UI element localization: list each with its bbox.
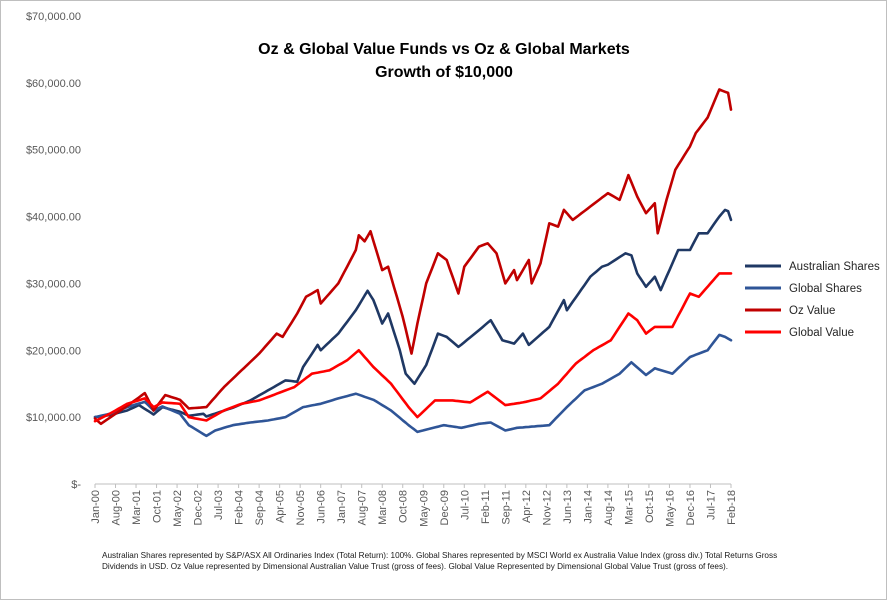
- x-tick-label: Dec-16: [685, 490, 697, 525]
- chart-subtitle: Growth of $10,000: [375, 64, 513, 81]
- x-tick-label: Feb-11: [480, 490, 492, 524]
- x-tick-label: Jan-14: [582, 490, 594, 524]
- x-tick-label: May-02: [172, 490, 184, 527]
- y-tick-label: $-: [71, 479, 81, 491]
- x-tick-label: Jun-13: [562, 490, 574, 524]
- x-tick-label: Aug-14: [603, 490, 615, 525]
- x-tick-label: Jul-10: [459, 490, 471, 520]
- footnote: Australian Shares represented by S&P/ASX…: [102, 551, 778, 571]
- x-axis: Jan-00 Aug-00 Mar-01 Oct-01 May-02 Dec-02 Jul-…: [90, 483, 738, 527]
- x-tick-label: Jan-07: [336, 490, 348, 524]
- x-tick-label: Apr-12: [521, 490, 533, 523]
- x-tick-label: Mar-15: [623, 490, 635, 525]
- legend-label: Oz Value: [789, 305, 835, 317]
- x-tick-label: Nov-12: [541, 490, 553, 525]
- y-axis: $- $10,000.00 $20,000.00 $30,000.00 $40,000.…: [26, 11, 81, 491]
- x-tick-label: Sep-04: [254, 490, 266, 525]
- y-tick-label: $40,000.00: [26, 212, 81, 224]
- x-tick-label: Sep-11: [500, 490, 512, 525]
- legend-label: Global Shares: [789, 283, 862, 295]
- x-tick-label: Feb-04: [234, 490, 246, 525]
- series-line-australian-shares: [93, 208, 733, 419]
- x-tick-label: Apr-05: [275, 490, 287, 523]
- x-tick-label: Jun-06: [316, 490, 328, 524]
- x-tick-label: Dec-09: [439, 490, 451, 525]
- x-tick-label: Aug-07: [357, 490, 369, 525]
- x-tick-label: May-16: [664, 490, 676, 527]
- x-tick-label: Feb-18: [726, 490, 738, 525]
- x-tick-label: Oct-01: [152, 490, 164, 523]
- x-tick-label: Jul-17: [705, 490, 717, 520]
- legend-label: Australian Shares: [789, 261, 880, 273]
- y-tick-label: $20,000.00: [26, 345, 81, 357]
- series-lines: [93, 88, 733, 438]
- x-tick-label: Oct-08: [398, 490, 410, 523]
- y-tick-label: $70,000.00: [26, 11, 81, 23]
- chart-title: Oz & Global Value Funds vs Oz & Global M…: [258, 41, 630, 58]
- x-tick-label: Dec-02: [193, 490, 205, 525]
- x-tick-label: May-09: [418, 490, 430, 527]
- legend-label: Global Value: [789, 327, 854, 339]
- series-line-oz-value: [93, 88, 733, 426]
- y-tick-label: $50,000.00: [26, 145, 81, 157]
- y-tick-label: $60,000.00: [26, 78, 81, 90]
- x-tick-label: Nov-05: [295, 490, 307, 525]
- x-tick-label: Oct-15: [644, 490, 656, 523]
- x-tick-label: Mar-01: [131, 490, 143, 525]
- x-tick-label: Jan-00: [90, 490, 102, 524]
- y-tick-label: $10,000.00: [26, 412, 81, 424]
- series-line-global-shares: [93, 333, 733, 438]
- x-tick-label: Jul-03: [213, 490, 225, 520]
- y-tick-label: $30,000.00: [26, 278, 81, 290]
- x-tick-label: Aug-00: [111, 490, 123, 525]
- x-tick-label: Mar-08: [377, 490, 389, 525]
- legend: Australian Shares Global Shares Oz Value Gl…: [745, 261, 880, 339]
- series-line-global-value: [93, 272, 733, 423]
